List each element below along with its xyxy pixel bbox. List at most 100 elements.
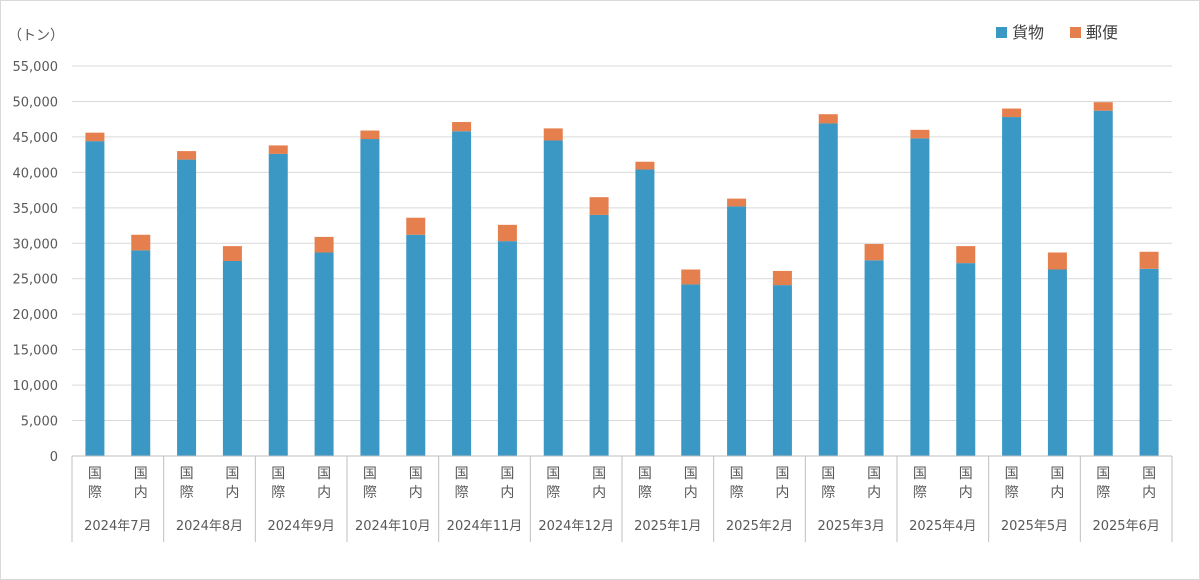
bar-segment	[222, 261, 242, 456]
bar-segment	[635, 161, 655, 170]
bar-segment	[268, 153, 288, 456]
x-subcategory-label-top: 国	[1005, 466, 1019, 482]
x-subcategory-label-top: 国	[455, 466, 469, 482]
x-subcategory-label-bottom: 際	[1005, 485, 1019, 501]
y-tick-label: 30,000	[13, 237, 59, 252]
bars	[85, 102, 1159, 457]
bar-segment	[543, 128, 563, 141]
bar-segment	[131, 250, 151, 456]
x-group-label: 2024年8月	[176, 519, 243, 534]
x-axis: 国際国内2024年7月国際国内2024年8月国際国内2024年9月国際国内202…	[71, 455, 1173, 542]
bar-segment	[1093, 102, 1113, 111]
bar-segment	[956, 246, 976, 264]
bar-segment	[1002, 108, 1022, 118]
bar-segment	[1047, 269, 1067, 456]
bar-segment	[589, 197, 609, 215]
x-subcategory-label-bottom: 際	[638, 485, 652, 501]
x-subcategory-label-bottom: 際	[88, 485, 102, 501]
y-axis-unit-label: （トン）	[8, 28, 64, 44]
x-subcategory-label-top: 国	[134, 466, 148, 482]
bar-segment	[543, 140, 563, 457]
bar-segment	[360, 139, 380, 456]
bar-segment	[268, 145, 288, 154]
x-subcategory-label-bottom: 際	[363, 485, 377, 501]
y-tick-label: 40,000	[13, 166, 59, 181]
y-tick-label: 0	[50, 450, 58, 465]
bar-segment	[772, 285, 792, 456]
bar-segment	[497, 224, 517, 242]
bar-segment	[956, 263, 976, 456]
x-group-label: 2024年7月	[84, 519, 151, 534]
x-subcategory-label-bottom: 内	[959, 485, 973, 501]
bar-segment	[131, 234, 151, 251]
bar-segment	[910, 138, 930, 456]
x-subcategory-label-top: 国	[684, 466, 698, 482]
x-subcategory-label-top: 国	[821, 466, 835, 482]
x-subcategory-label-bottom: 内	[775, 485, 789, 501]
bar-segment	[1002, 117, 1022, 457]
bar-segment	[589, 214, 609, 456]
y-tick-label: 45,000	[13, 131, 59, 146]
x-subcategory-label-bottom: 内	[409, 485, 423, 501]
x-subcategory-label-bottom: 内	[1142, 485, 1156, 501]
bar-segment	[1047, 252, 1067, 270]
bar-segment	[864, 260, 884, 456]
x-subcategory-label-top: 国	[1050, 466, 1064, 482]
legend-swatch	[996, 27, 1007, 38]
bar-segment	[314, 236, 334, 253]
x-subcategory-label-top: 国	[546, 466, 560, 482]
bar-segment	[635, 169, 655, 456]
bar-segment	[452, 131, 472, 456]
y-axis-ticks: 0 5,000 10,000 15,000 20,000 25,000 30,000 35,0…	[13, 60, 59, 465]
legend-label: 郵便	[1086, 23, 1118, 42]
bar-segment	[85, 141, 105, 456]
x-subcategory-label-bottom: 際	[180, 485, 194, 501]
bar-segment	[497, 241, 517, 456]
y-tick-label: 10,000	[13, 379, 59, 394]
bar-segment	[85, 132, 105, 142]
x-group-label: 2025年4月	[909, 519, 976, 534]
x-group-label: 2024年12月	[538, 519, 614, 534]
bar-segment	[910, 129, 930, 139]
x-group-label: 2025年6月	[1092, 519, 1159, 534]
bar-segment	[1093, 110, 1113, 456]
x-subcategory-label-bottom: 内	[592, 485, 606, 501]
bar-segment	[360, 130, 380, 140]
x-subcategory-label-top: 国	[317, 466, 331, 482]
bar-segment	[864, 243, 884, 261]
x-subcategory-label-top: 国	[867, 466, 881, 482]
x-group-label: 2025年1月	[634, 519, 701, 534]
x-subcategory-label-bottom: 内	[225, 485, 239, 501]
x-subcategory-label-top: 国	[1142, 466, 1156, 482]
legend: 貨物 郵便	[996, 23, 1118, 42]
x-subcategory-label-top: 国	[913, 466, 927, 482]
x-subcategory-label-top: 国	[592, 466, 606, 482]
x-subcategory-label-bottom: 際	[821, 485, 835, 501]
bar-segment	[1139, 251, 1159, 269]
x-subcategory-label-top: 国	[363, 466, 377, 482]
y-tick-label: 5,000	[21, 415, 58, 430]
x-subcategory-label-top: 国	[1096, 466, 1110, 482]
x-subcategory-label-bottom: 内	[317, 485, 331, 501]
x-subcategory-label-bottom: 内	[867, 485, 881, 501]
y-tick-label: 35,000	[13, 202, 59, 217]
bar-segment	[177, 159, 197, 456]
x-group-label: 2024年11月	[447, 519, 523, 534]
x-subcategory-label-bottom: 内	[500, 485, 514, 501]
gridlines	[72, 65, 1172, 422]
x-subcategory-label-top: 国	[730, 466, 744, 482]
bar-segment	[406, 234, 426, 456]
bar-segment	[727, 206, 747, 456]
x-group-label: 2025年3月	[817, 519, 884, 534]
y-tick-label: 20,000	[13, 308, 59, 323]
x-subcategory-label-bottom: 際	[1096, 485, 1110, 501]
y-tick-label: 50,000	[13, 95, 59, 110]
bar-segment	[1139, 268, 1159, 456]
bar-segment	[681, 269, 701, 285]
bar-segment	[727, 198, 747, 207]
x-subcategory-label-top: 国	[775, 466, 789, 482]
legend-label: 貨物	[1012, 23, 1044, 42]
x-subcategory-label-top: 国	[225, 466, 239, 482]
x-subcategory-label-top: 国	[271, 466, 285, 482]
